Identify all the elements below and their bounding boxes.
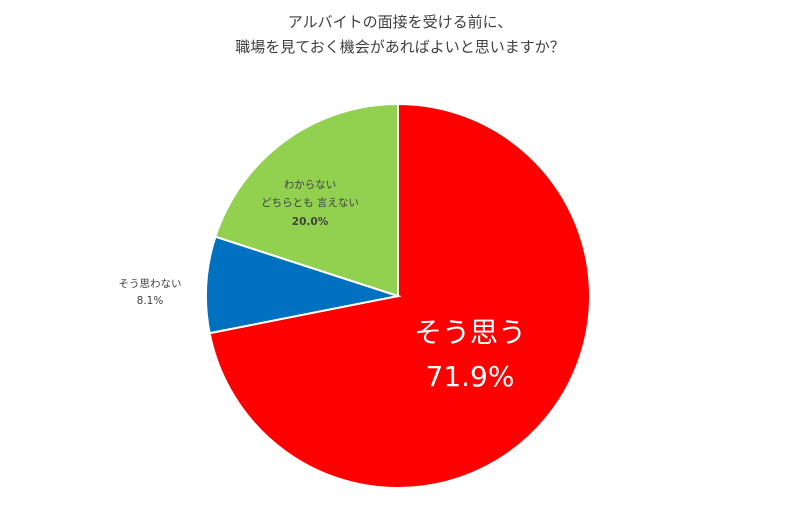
slice-label-unsure-line-2: どちらとも 言えない: [261, 196, 359, 209]
slice-label-disagree: そう思わない 8.1%: [119, 278, 182, 307]
slice-label-disagree-value: 8.1%: [137, 295, 164, 307]
slice-label-unsure-value: 20.0%: [292, 216, 329, 228]
slice-label-agree: そう思う 71.9%: [414, 316, 526, 393]
pie-slices: [205, 102, 591, 489]
slice-disagree: [205, 235, 402, 335]
chart-title: アルバイトの面接を受ける前に、 職場を見ておく機会があればよいと思いますか？: [235, 13, 565, 56]
slice-label-agree-value: 71.9%: [426, 360, 515, 393]
slice-label-disagree-name: そう思わない: [119, 278, 182, 290]
slice-label-unsure: わからない どちらとも 言えない 20.0%: [261, 179, 359, 228]
chart-title-line-1: アルバイトの面接を受ける前に、: [288, 13, 512, 31]
chart-title-line-2: 職場を見ておく機会があればよいと思いますか？: [235, 38, 565, 56]
slice-label-agree-name: そう思う: [414, 316, 526, 349]
slice-label-unsure-line-1: わからない: [284, 179, 337, 191]
slice-unsure: [214, 102, 399, 298]
